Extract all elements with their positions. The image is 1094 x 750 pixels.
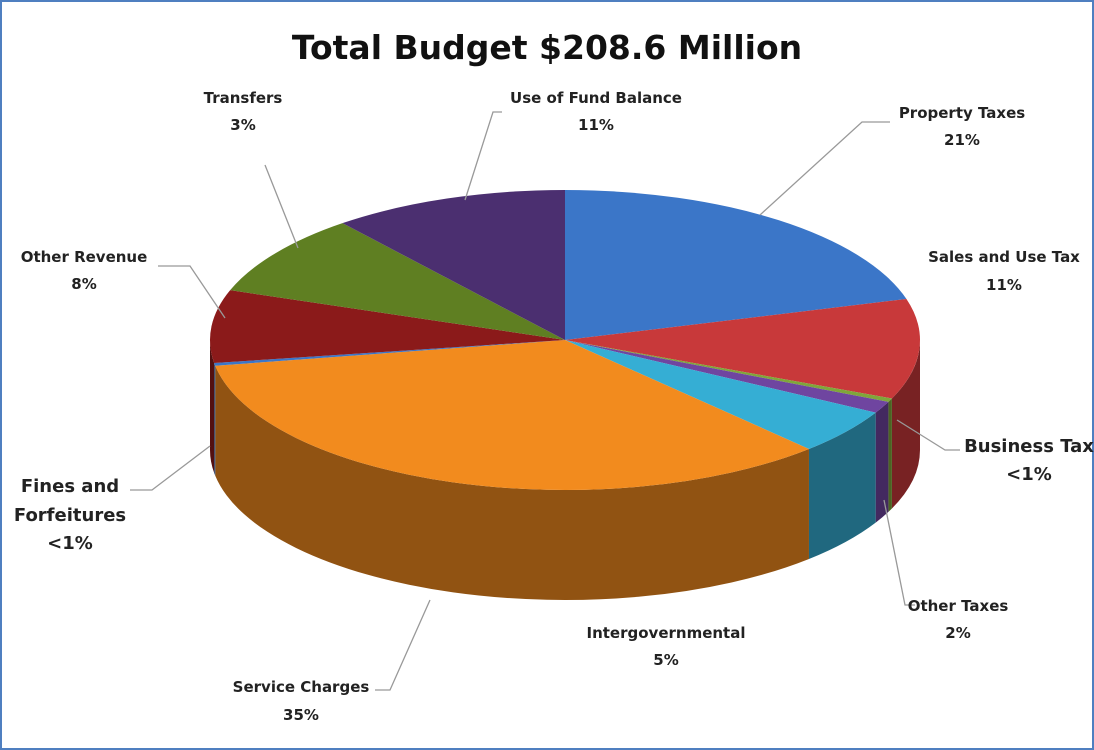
pie-side-sales-and-use-tax <box>891 340 920 509</box>
label-name-business-tax: Business Tax <box>964 436 1094 457</box>
label-name-transfers: Transfers <box>204 89 283 107</box>
pie-side-other-revenue <box>210 340 215 474</box>
leader-line-property-taxes <box>759 121 890 216</box>
data-label-property-taxes: Property Taxes 21% <box>899 104 1025 149</box>
leader-line-transfers <box>264 164 299 249</box>
pie-side-business-tax <box>888 398 892 512</box>
data-label-other-taxes: Other Taxes 2% <box>908 597 1009 642</box>
pie-slice-service-charges <box>215 340 809 490</box>
label-name-service-charges: Service Charges <box>233 678 370 696</box>
label-name-use-of-fund-balance: Use of Fund Balance <box>510 89 682 107</box>
pie-side-service-charges <box>215 365 809 600</box>
label-name-fines-and-forfeitures-1: Fines and <box>21 476 119 497</box>
data-label-transfers: Transfers 3% <box>204 89 283 134</box>
leader-line-business-tax <box>896 419 960 451</box>
pie-slice-fines-and-forfeitures <box>214 340 565 366</box>
leader-line-fines-and-forfeitures <box>130 445 211 491</box>
data-label-use-of-fund-balance: Use of Fund Balance 11% <box>510 89 682 134</box>
pie-slice-property-taxes <box>565 190 907 340</box>
label-value-fines-and-forfeitures: <1% <box>47 533 93 554</box>
data-label-fines-and-forfeitures: Fines and Forfeitures <1% <box>14 476 126 554</box>
data-label-service-charges: Service Charges 35% <box>233 678 370 724</box>
label-name-other-taxes: Other Taxes <box>908 597 1009 615</box>
label-name-property-taxes: Property Taxes <box>899 104 1025 122</box>
label-value-other-revenue: 8% <box>71 275 96 293</box>
pie-slice-business-tax <box>565 340 892 402</box>
label-value-use-of-fund-balance: 11% <box>578 116 614 134</box>
label-name-other-revenue: Other Revenue <box>21 248 148 266</box>
label-value-business-tax: <1% <box>1006 464 1052 485</box>
label-value-property-taxes: 21% <box>944 131 980 149</box>
pie-slice-other-revenue <box>209 290 565 364</box>
leader-line-service-charges <box>375 599 431 691</box>
pie-slice-sales-and-use-tax <box>565 298 921 399</box>
pie-side-fines-and-forfeitures <box>214 363 216 476</box>
pie-slice-use-of-fund-balance <box>342 190 565 340</box>
label-name-fines-and-forfeitures-2: Forfeitures <box>14 505 126 526</box>
label-value-transfers: 3% <box>230 116 255 134</box>
data-label-other-revenue: Other Revenue 8% <box>21 248 148 293</box>
pie-slice-other-taxes <box>565 340 889 413</box>
label-value-intergovernmental: 5% <box>653 651 678 669</box>
pie-side-other-taxes <box>875 401 889 523</box>
label-name-intergovernmental: Intergovernmental <box>587 624 746 642</box>
pie-slice-intergovernmental <box>565 340 876 449</box>
leader-line-use-of-fund-balance <box>464 111 502 201</box>
leader-line-other-revenue <box>158 265 226 319</box>
pie-side-intergovernmental <box>808 412 876 559</box>
leader-line-other-taxes <box>883 499 915 606</box>
data-label-intergovernmental: Intergovernmental 5% <box>587 624 746 669</box>
label-name-sales-and-use-tax: Sales and Use Tax <box>928 248 1080 266</box>
label-value-other-taxes: 2% <box>945 624 970 642</box>
data-label-sales-and-use-tax: Sales and Use Tax 11% <box>928 248 1080 294</box>
chart-title: Total Budget $208.6 Million <box>291 28 803 67</box>
data-label-business-tax: Business Tax <1% <box>964 436 1094 485</box>
label-value-sales-and-use-tax: 11% <box>986 276 1022 294</box>
label-value-service-charges: 35% <box>283 706 319 724</box>
pie-slice-transfers <box>230 223 565 340</box>
